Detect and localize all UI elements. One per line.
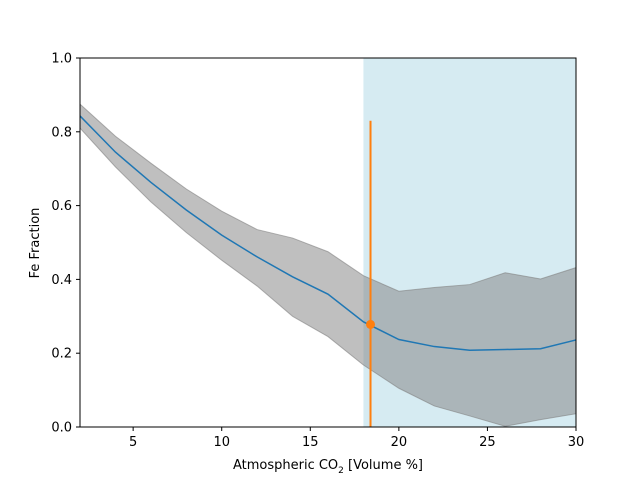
x-tick-label: 25 (479, 435, 496, 450)
y-tick-label: 0.0 (51, 421, 72, 436)
plot-area (79, 58, 577, 427)
x-axis-label-tail: [Volume %] (344, 458, 423, 473)
x-axis-label-main: Atmospheric CO (233, 458, 338, 473)
y-tick-label: 1.0 (51, 52, 72, 67)
y-axis-label: Fe Fraction (28, 208, 43, 279)
x-axis-label: Atmospheric CO2 [Volume %] (233, 458, 423, 476)
axes: 5 10 15 20 25 30 0.0 0.2 0.4 0.6 0.8 1.0 (51, 52, 584, 451)
x-tick-label: 20 (391, 435, 408, 450)
y-tick-label: 0.6 (51, 199, 72, 214)
axes-frame (79, 57, 577, 428)
y-tick-label: 0.4 (51, 273, 72, 288)
marker-point (366, 319, 376, 329)
mean-line (79, 115, 577, 351)
x-tick-label: 10 (213, 435, 230, 450)
y-tick-label: 0.8 (51, 125, 72, 140)
y-tick-label: 0.2 (51, 347, 72, 362)
x-axis-label-subscript: 2 (338, 466, 344, 476)
x-tick-label: 30 (568, 435, 585, 450)
x-tick-label: 5 (129, 435, 137, 450)
x-tick-label: 15 (302, 435, 319, 450)
